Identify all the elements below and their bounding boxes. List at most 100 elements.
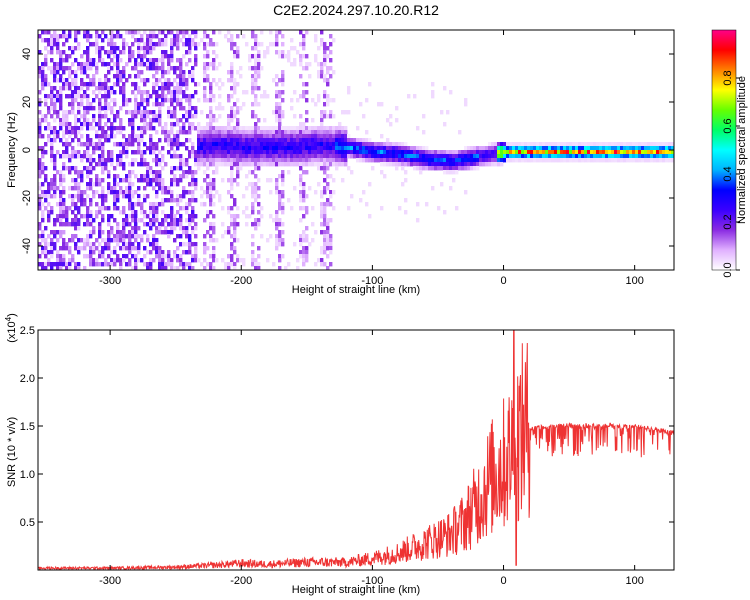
heatmap-cell [332, 142, 336, 147]
heatmap-cell [65, 118, 69, 123]
heatmap-cell [239, 142, 243, 147]
heatmap-cell [146, 182, 150, 187]
heatmap-cell [170, 110, 174, 115]
heatmap-cell [137, 50, 141, 55]
heatmap-cell [389, 146, 393, 151]
heatmap-cell [329, 162, 333, 167]
heatmap-cell [662, 142, 666, 147]
heatmap-cell [65, 206, 69, 211]
heatmap-cell [68, 158, 72, 163]
heatmap-cell [137, 38, 141, 43]
heatmap-cell [59, 66, 63, 71]
heatmap-cell [185, 30, 189, 35]
heatmap-cell [281, 154, 285, 159]
heatmap-cell [77, 126, 81, 131]
heatmap-cell [341, 146, 345, 151]
heatmap-cell [332, 134, 336, 139]
heatmap-cell [59, 138, 63, 143]
heatmap-cell [470, 162, 474, 167]
heatmap-cell [299, 174, 303, 179]
heatmap-cell [206, 98, 210, 103]
heatmap-cell [128, 50, 132, 55]
heatmap-cell [170, 258, 174, 263]
heatmap-cell [59, 54, 63, 59]
heatmap-cell [188, 70, 192, 75]
heatmap-cell [125, 78, 129, 83]
heatmap-cell [131, 210, 135, 215]
heatmap-cell [275, 106, 279, 111]
heatmap-cell [260, 134, 264, 139]
heatmap-cell [179, 154, 183, 159]
heatmap-cell [113, 190, 117, 195]
heatmap-cell [89, 154, 93, 159]
heatmap-cell [71, 50, 75, 55]
heatmap-cell [467, 146, 471, 151]
heatmap-cell [38, 262, 42, 267]
heatmap-cell [98, 98, 102, 103]
heatmap-cell [68, 154, 72, 159]
heatmap-cell [236, 126, 240, 131]
heatmap-cell [476, 158, 480, 163]
heatmap-cell [113, 194, 117, 199]
heatmap-cell [254, 62, 258, 67]
heatmap-cell [158, 106, 162, 111]
heatmap-cell [278, 78, 282, 83]
heatmap-cell [77, 138, 81, 143]
heatmap-cell [116, 58, 120, 63]
heatmap-cell [140, 54, 144, 59]
heatmap-cell [362, 154, 366, 159]
heatmap-cell [449, 150, 453, 155]
heatmap-cell [62, 114, 66, 119]
heatmap-cell [59, 202, 63, 207]
heatmap-cell [314, 126, 318, 131]
heatmap-cell [134, 210, 138, 215]
heatmap-cell [623, 142, 627, 147]
heatmap-cell [137, 106, 141, 111]
heatmap-cell [74, 262, 78, 267]
heatmap-cell [86, 166, 90, 171]
heatmap-cell [416, 126, 420, 131]
heatmap-cell [167, 30, 171, 35]
heatmap-cell [422, 166, 426, 171]
heatmap-cell [611, 146, 615, 151]
heatmap-cell [212, 246, 216, 251]
heatmap-cell [371, 154, 375, 159]
heatmap-cell [278, 126, 282, 131]
heatmap-cell [173, 106, 177, 111]
heatmap-cell [284, 138, 288, 143]
heatmap-cell [431, 150, 435, 155]
heatmap-cell [56, 46, 60, 51]
heatmap-cell [92, 114, 96, 119]
heatmap-cell [149, 42, 153, 47]
heatmap-cell [155, 210, 159, 215]
heatmap-cell [161, 166, 165, 171]
heatmap-cell [419, 166, 423, 171]
heatmap-cell [170, 198, 174, 203]
heatmap-cell [38, 158, 42, 163]
heatmap-cell [437, 150, 441, 155]
heatmap-cell [116, 110, 120, 115]
heatmap-cell [200, 130, 204, 135]
heatmap-cell [62, 130, 66, 135]
heatmap-cell [185, 86, 189, 91]
heatmap-cell [86, 46, 90, 51]
heatmap-cell [200, 262, 204, 267]
heatmap-cell [530, 158, 534, 163]
heatmap-cell [584, 142, 588, 147]
heatmap-cell [527, 142, 531, 147]
heatmap-cell [359, 154, 363, 159]
heatmap-cell [176, 258, 180, 263]
heatmap-cell [521, 146, 525, 151]
heatmap-cell [236, 82, 240, 87]
heatmap-cell [164, 42, 168, 47]
heatmap-cell [506, 158, 510, 163]
heatmap-cell [212, 118, 216, 123]
heatmap-cell [218, 134, 222, 139]
heatmap-cell [599, 154, 603, 159]
heatmap-cell [200, 142, 204, 147]
heatmap-cell [602, 146, 606, 151]
heatmap-cell [242, 126, 246, 131]
heatmap-cell [80, 170, 84, 175]
heatmap-cell [521, 154, 525, 159]
heatmap-cell [113, 126, 117, 131]
